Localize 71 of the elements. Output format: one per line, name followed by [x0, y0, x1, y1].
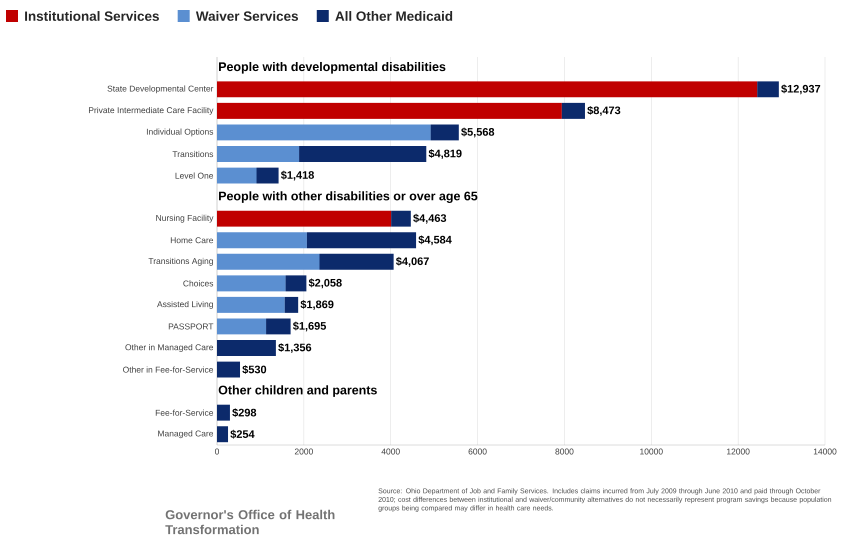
bar — [217, 275, 286, 292]
total-label: $4,463 — [413, 214, 446, 224]
bar — [217, 146, 300, 162]
bar — [757, 81, 779, 98]
bar — [299, 146, 426, 162]
y-tick-label: Other in Fee-for-Service — [123, 366, 214, 373]
x-tick-label: 6000 — [468, 448, 487, 455]
bar — [217, 210, 392, 227]
bar — [319, 254, 394, 270]
bar — [217, 362, 240, 378]
x-tick-label: 14000 — [814, 448, 836, 455]
y-tick-label: State Developmental Center — [107, 85, 214, 94]
total-label: $1,356 — [278, 343, 312, 353]
bar — [217, 404, 230, 421]
bar — [217, 340, 276, 356]
total-label: $4,819 — [428, 149, 462, 159]
bar — [306, 232, 416, 248]
y-tick-label: Other in Managed Care — [125, 344, 214, 352]
y-tick-label: PASSPORT — [168, 323, 214, 330]
total-label: $254 — [230, 430, 255, 439]
annotation: People with other disabilities or over age 65 — [219, 191, 478, 203]
y-tick-label: Home Care — [170, 237, 214, 244]
bar — [217, 81, 758, 98]
legend-label: All Other Medicaid — [335, 11, 452, 21]
bar — [562, 102, 585, 119]
total-label: $298 — [232, 408, 256, 418]
bar — [217, 426, 228, 442]
y-tick-label: Nursing Facility — [156, 214, 214, 223]
bar — [430, 124, 459, 140]
bar — [266, 318, 291, 334]
x-tick-label: 4000 — [381, 448, 400, 455]
total-label: $4,067 — [396, 256, 429, 267]
bar — [217, 254, 320, 270]
x-tick-label: 2000 — [294, 448, 313, 455]
y-tick-label: Individual Options — [146, 128, 214, 136]
y-tick-label: Fee-for-Service — [156, 410, 214, 416]
y-tick-label: Private Intermediate Care Facility — [88, 106, 214, 115]
x-tick-label: 8000 — [555, 448, 574, 455]
bar — [217, 296, 285, 313]
bar — [217, 124, 431, 140]
legend-label: Waiver Services — [196, 11, 298, 21]
annotation: People with developmental disabilities — [219, 62, 446, 74]
total-label: $530 — [242, 365, 266, 374]
total-label: $2,058 — [308, 278, 342, 288]
total-label: $1,695 — [292, 322, 326, 332]
bar — [217, 102, 562, 119]
total-label: $1,869 — [300, 300, 334, 310]
bar — [256, 168, 279, 184]
x-tick-label: 12000 — [727, 448, 750, 455]
bar — [391, 210, 411, 227]
total-label: $12,937 — [781, 84, 820, 94]
total-label: $5,568 — [461, 128, 494, 138]
bar — [286, 275, 306, 292]
bar — [217, 318, 266, 334]
legend-label: Institutional Services — [25, 11, 159, 21]
y-tick-label: Choices — [183, 280, 214, 286]
x-tick-label: 0 — [214, 448, 220, 455]
y-tick-label: Assisted Living — [157, 300, 213, 309]
x-tick-label: 10000 — [640, 448, 663, 455]
total-label: $4,584 — [418, 235, 452, 246]
total-label: $8,473 — [587, 106, 620, 116]
annotation: Other children and parents — [218, 385, 377, 397]
bar — [217, 232, 307, 248]
y-tick-label: Transitions — [172, 150, 214, 158]
y-tick-label: Transitions Aging — [148, 258, 213, 266]
total-label: $1,418 — [280, 170, 314, 180]
y-tick-label: Managed Care — [158, 430, 214, 438]
y-tick-label: Level One — [176, 172, 214, 179]
bar — [284, 296, 298, 313]
bar — [217, 168, 257, 184]
text: Governor's Office of Health Transformation — [165, 510, 334, 534]
